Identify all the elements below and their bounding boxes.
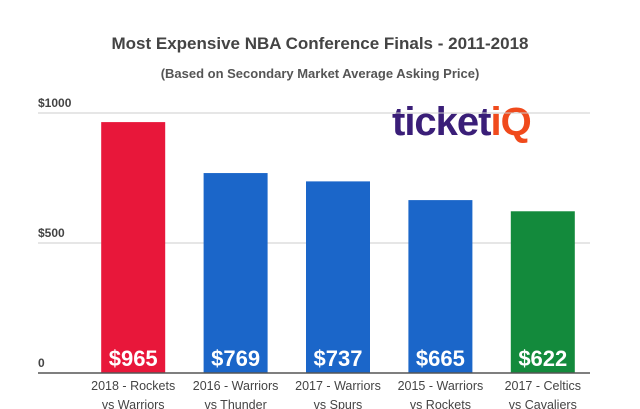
x-tick-label: vs Cavaliers: [509, 398, 577, 409]
bar-data-label: $665: [416, 346, 465, 371]
bar-data-label: $622: [518, 346, 567, 371]
chart-subtitle: (Based on Secondary Market Average Askin…: [160, 66, 480, 81]
x-tick-label: 2018 - Rockets: [91, 379, 175, 393]
x-tick-label: 2015 - Warriors: [398, 379, 484, 393]
y-tick-label: $1000: [38, 96, 72, 110]
bar: [408, 200, 473, 373]
bar-data-label: $737: [314, 346, 363, 371]
bar: [306, 181, 370, 373]
y-tick-label: $500: [38, 226, 65, 240]
y-tick-label: 0: [38, 356, 45, 370]
bar: [203, 173, 268, 373]
x-tick-label: 2017 - Warriors: [295, 379, 381, 393]
bar-data-label: $965: [109, 346, 158, 371]
x-tick-label: vs Warriors: [102, 398, 165, 409]
x-tick-label: 2016 - Warriors: [193, 379, 279, 393]
x-tick-label: vs Rockets: [410, 398, 471, 409]
x-tick-label: vs Spurs: [314, 398, 363, 409]
bar: [510, 211, 575, 373]
chart-title: Most Expensive NBA Conference Finals - 2…: [111, 34, 529, 53]
x-tick-label: 2017 - Celtics: [505, 379, 581, 393]
x-tick-label: vs Thunder: [204, 398, 266, 409]
bar: [101, 122, 166, 373]
ticketiq-logo: ticketiQ: [392, 100, 532, 144]
bar-data-label: $769: [211, 346, 260, 371]
